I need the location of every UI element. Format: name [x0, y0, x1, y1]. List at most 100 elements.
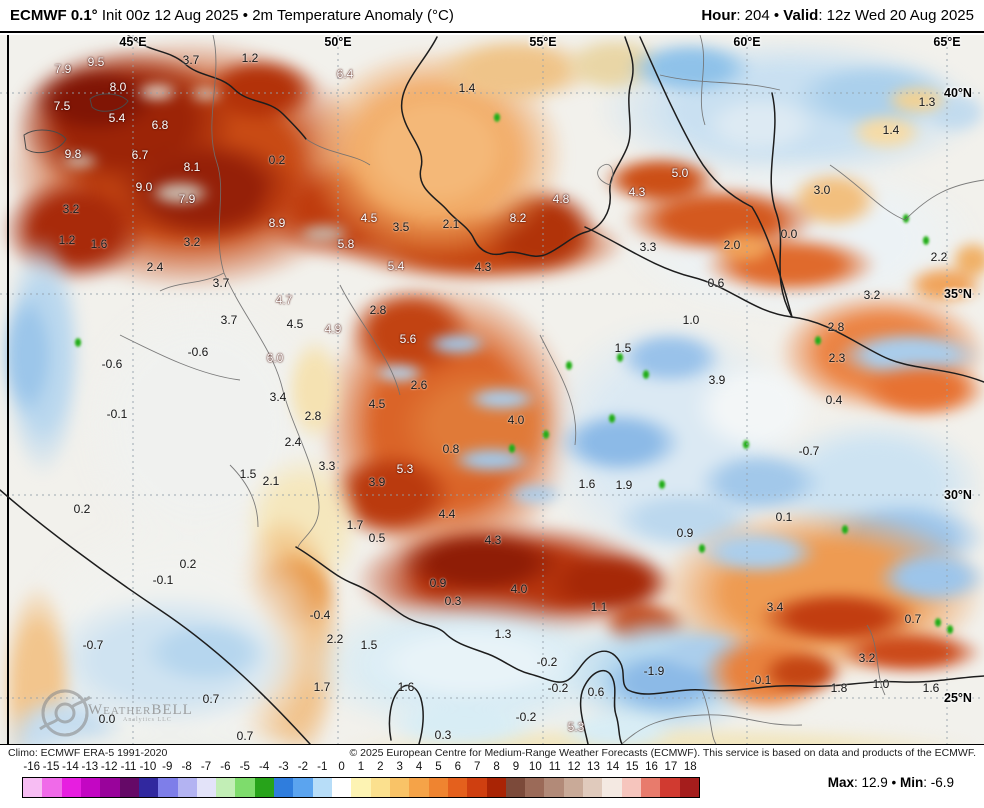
- max-value: : 12.9 •: [853, 775, 900, 790]
- copyright-text: © 2025 European Centre for Medium-Range …: [349, 746, 976, 759]
- forecast-time: Hour: 204 • Valid: 12z Wed 20 Aug 2025: [701, 7, 974, 24]
- colorbar: [22, 777, 700, 798]
- map-value-label: 8.2: [509, 211, 527, 225]
- map-value-label: 1.8: [830, 681, 848, 695]
- colorbar-tick-label: -16: [23, 761, 40, 773]
- colorbar-cell: [351, 778, 371, 797]
- map-value-label: 2.0: [723, 238, 741, 252]
- map-value-label: 0.4: [825, 393, 843, 407]
- colorbar-cell: [621, 778, 641, 797]
- legend-area: -16 -15 -14 -13 -12 -11 -10 -9 -8 -7 -6 -5 -4 -3 -2 -1 0…: [0, 760, 984, 808]
- map-value-label: 5.3: [396, 462, 414, 476]
- colorbar-cell: [370, 778, 390, 797]
- colorbar-cell: [428, 778, 448, 797]
- hour-label: Hour: [701, 7, 737, 24]
- anomaly-blob: [835, 630, 984, 675]
- map-value-label: 1.1: [590, 600, 608, 614]
- cold-speck: [658, 479, 666, 490]
- central-asia-border: [770, 92, 793, 318]
- map-value-label: 6.7: [131, 148, 149, 162]
- map-value-label: 3.9: [708, 373, 726, 387]
- model-name: ECMWF 0.1°: [10, 7, 98, 24]
- colorbar-cell: [196, 778, 217, 797]
- anomaly-blob: [625, 40, 755, 95]
- anomaly-blob: [884, 85, 950, 115]
- map-value-label: 5.6: [399, 332, 417, 346]
- attribution-bar: Climo: ECMWF ERA-5 1991-2020 © 2025 Euro…: [0, 744, 984, 760]
- map-value-label: 4.3: [484, 533, 502, 547]
- colorbar-tick-label: 17: [664, 761, 678, 773]
- colorbar-tick-label: 10: [528, 761, 542, 773]
- lake-urmia: [23, 129, 67, 154]
- colorbar-tick-label: 12: [567, 761, 581, 773]
- anomaly-blob: [380, 700, 545, 744]
- longitude-label: 65°E: [933, 35, 961, 49]
- map-value-label: -0.1: [106, 407, 128, 421]
- map-value-label: 0.6: [587, 685, 605, 699]
- colorbar-cell: [447, 778, 468, 797]
- map-value-label: -0.6: [101, 357, 123, 371]
- colorbar-cell: [679, 778, 699, 797]
- colorbar-cell: [389, 778, 410, 797]
- map-value-label: 0.6: [707, 276, 725, 290]
- colorbar-cell: [602, 778, 622, 797]
- map-value-label: 1.9: [615, 478, 633, 492]
- map-value-label: -0.1: [750, 673, 772, 687]
- map-value-label: 3.4: [766, 600, 784, 614]
- anomaly-blob: [875, 550, 984, 605]
- map-value-label: 5.4: [108, 111, 126, 125]
- anomaly-blob: [450, 447, 534, 473]
- map-value-label: -0.2: [547, 681, 569, 695]
- map-value-label: 3.9: [368, 475, 386, 489]
- cold-speck: [642, 369, 650, 380]
- colorbar-cell: [177, 778, 197, 797]
- anomaly-blob: [465, 387, 539, 411]
- map-value-label: 0.3: [434, 728, 452, 742]
- colorbar-cell: [100, 778, 120, 797]
- colorbar-tick-label: 18: [683, 761, 697, 773]
- anomaly-blob: [690, 360, 820, 455]
- cold-speck: [698, 543, 706, 554]
- anomaly-blob: [555, 710, 680, 744]
- lakes: [23, 93, 129, 154]
- map-value-label: 8.1: [183, 160, 201, 174]
- colorbar-tick-label: 9: [512, 761, 520, 773]
- map-value-label: 2.8: [369, 303, 387, 317]
- colorbar-tick-label: -15: [42, 761, 60, 773]
- map-value-label: 9.8: [64, 147, 82, 161]
- map-value-label: 1.6: [397, 680, 415, 694]
- cold-speck: [542, 429, 550, 440]
- map-value-label: 1.2: [58, 233, 76, 247]
- map-value-label: 3.3: [639, 240, 657, 254]
- colorbar-tick-label: -13: [81, 761, 99, 773]
- colorbar-tick-label: 13: [587, 761, 600, 773]
- colorbar-cell: [80, 778, 101, 797]
- map-value-label: 1.5: [614, 341, 632, 355]
- map-value-label: 2.8: [827, 320, 845, 334]
- map-value-label: 7.9: [54, 62, 72, 76]
- colorbar-cell: [409, 778, 429, 797]
- colorbar-cell: [641, 778, 661, 797]
- map-value-label: 3.2: [62, 202, 80, 216]
- map-value-label: 7.9: [178, 192, 196, 206]
- map-value-label: 1.7: [313, 680, 331, 694]
- colorbar-tick-label: -4: [259, 761, 270, 773]
- map-value-label: -0.2: [536, 655, 558, 669]
- map-value-label: 1.3: [918, 95, 936, 109]
- colorbar-tick-label: 2: [377, 761, 384, 773]
- musandam-peninsula: [579, 669, 623, 744]
- colorbar-cell: [158, 778, 178, 797]
- colorbar-tick-label: -5: [239, 761, 250, 773]
- map-value-label: 3.7: [220, 313, 238, 327]
- header-bar: ECMWF 0.1° Init 00z 12 Aug 2025 • 2m Tem…: [0, 0, 984, 33]
- map-value-label: 6.0: [266, 351, 284, 365]
- map-value-label: 1.2: [241, 51, 259, 65]
- map-value-label: 0.7: [904, 612, 922, 626]
- map-title: ECMWF 0.1° Init 00z 12 Aug 2025 • 2m Tem…: [10, 7, 454, 24]
- cold-speck: [74, 337, 82, 348]
- max-min-readout: Max: 12.9 • Min: -6.9: [828, 775, 954, 790]
- map-value-label: 4.5: [368, 397, 386, 411]
- map-value-label: 0.1: [775, 510, 793, 524]
- colorbar-tick-label: -8: [181, 761, 192, 773]
- anomaly-blob: [60, 153, 100, 169]
